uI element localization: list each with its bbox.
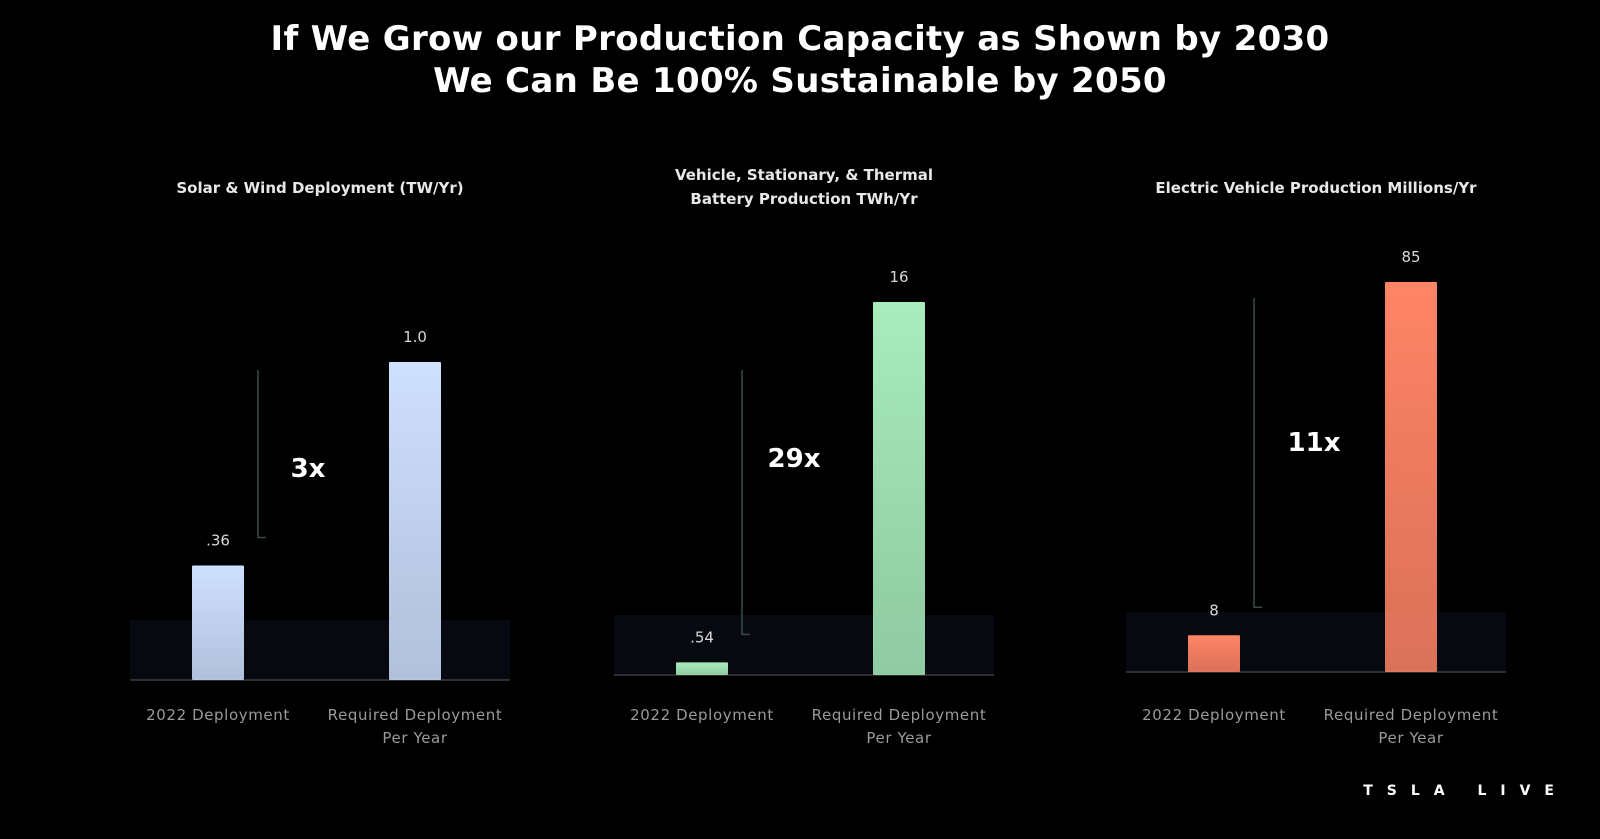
x-tick-label: 2022 Deployment xyxy=(630,706,774,724)
floor-shade xyxy=(130,620,510,680)
slide-title: If We Grow our Production Capacity as Sh… xyxy=(0,18,1600,102)
chart-title: Electric Vehicle Production Millions/Yr xyxy=(1126,176,1506,200)
brand-logo: TSLA LIVE xyxy=(1363,783,1568,799)
chart-title: Vehicle, Stationary, & Thermal Battery P… xyxy=(614,163,994,211)
chart-panel-battery: Vehicle, Stationary, & Thermal Battery P… xyxy=(614,0,994,839)
chart-panel-ev-production: Electric Vehicle Production Millions/Yr … xyxy=(1126,0,1506,839)
x-tick-label: Required Deployment xyxy=(1324,706,1499,724)
chart-title-line: Battery Production TWh/Yr xyxy=(690,190,918,208)
data-label: 1.0 xyxy=(403,328,427,346)
x-tick-label: Required Deployment xyxy=(328,706,503,724)
x-tick-label: Per Year xyxy=(866,729,931,747)
floor-shade xyxy=(1126,612,1506,672)
x-tick-label: Per Year xyxy=(1378,729,1443,747)
chart-title: Solar & Wind Deployment (TW/Yr) xyxy=(130,176,510,200)
bar xyxy=(873,302,925,675)
multiplier-label: 3x xyxy=(291,454,326,484)
bar-chart: .54 2022 Deployment 16 Required Deployment P… xyxy=(614,268,994,747)
data-label: 85 xyxy=(1401,248,1420,266)
bar-chart: .36 2022 Deployment 1.0 Required Deployment… xyxy=(130,328,510,747)
multiplier-label: 29x xyxy=(768,444,821,474)
slide-title-line-1: If We Grow our Production Capacity as Sh… xyxy=(270,19,1330,59)
multiplier-label: 11x xyxy=(1288,428,1341,458)
growth-bracket xyxy=(257,370,266,539)
chart-panel-solar-wind: Solar & Wind Deployment (TW/Yr) .36 2022 … xyxy=(130,0,510,839)
slide-title-line-2: We Can Be 100% Sustainable by 2050 xyxy=(433,61,1167,101)
chart-title-line: Vehicle, Stationary, & Thermal xyxy=(674,166,934,184)
floor-shade xyxy=(614,615,994,675)
chart-title-line: Electric Vehicle Production Millions/Yr xyxy=(1155,179,1477,197)
data-label: 8 xyxy=(1209,601,1219,619)
chart-title-line: Solar & Wind Deployment (TW/Yr) xyxy=(176,179,464,197)
data-label: .36 xyxy=(206,532,230,550)
x-tick-label: 2022 Deployment xyxy=(1142,706,1286,724)
bar xyxy=(192,565,244,680)
data-label: .54 xyxy=(690,628,714,646)
bar-chart: 8 2022 Deployment 85 Required Deployment Per… xyxy=(1126,248,1506,747)
bar xyxy=(1188,635,1240,672)
growth-bracket xyxy=(1253,298,1262,609)
x-tick-label: 2022 Deployment xyxy=(146,706,290,724)
data-label: 16 xyxy=(889,268,908,286)
x-tick-label: Required Deployment xyxy=(812,706,987,724)
bar xyxy=(1385,282,1437,672)
bar xyxy=(676,662,728,675)
bar xyxy=(389,362,441,680)
x-tick-label: Per Year xyxy=(382,729,447,747)
growth-bracket xyxy=(741,370,750,636)
